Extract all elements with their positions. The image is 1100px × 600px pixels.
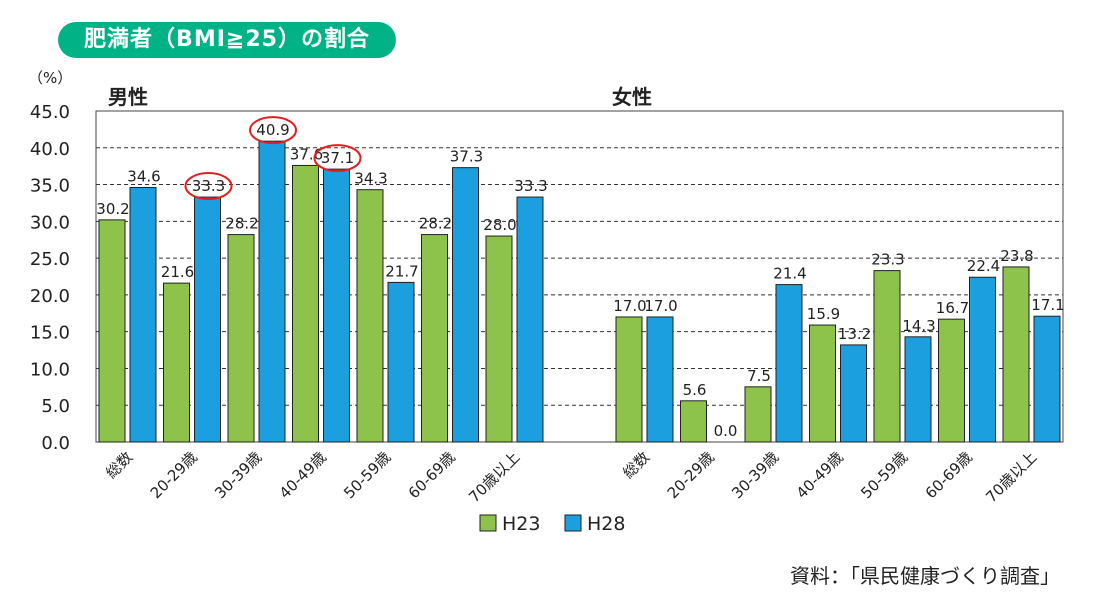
category-label: 20-29歳	[147, 448, 201, 502]
bar-h23	[938, 318, 965, 443]
bar-h23	[485, 235, 513, 443]
y-unit-label: （%）	[28, 69, 72, 87]
bar-h28	[969, 276, 996, 443]
data-label: 17.1	[1031, 296, 1064, 314]
data-label: 28.0	[483, 216, 516, 234]
data-label: 14.3	[902, 317, 935, 335]
bar-h23	[356, 189, 384, 443]
data-label: 34.6	[127, 167, 160, 185]
category-label: 50-59歳	[857, 448, 911, 502]
data-label: 28.2	[419, 215, 452, 233]
chart-title: 肥満者（BMI≧25）の割合	[58, 22, 396, 58]
bar-h23	[98, 219, 126, 443]
data-label: 23.8	[1000, 247, 1033, 265]
panel-label: 女性	[612, 85, 652, 109]
bar-h28	[516, 196, 544, 443]
bar-h23	[1002, 266, 1030, 443]
data-label: 0.0	[714, 422, 738, 440]
highlight-circle	[249, 116, 297, 145]
data-label: 33.3	[192, 177, 225, 195]
y-tick-label: 10.0	[30, 359, 70, 380]
legend-swatch-h28	[564, 514, 582, 532]
category-label: 70歳以上	[465, 448, 523, 506]
category-label: 60-69歳	[922, 448, 976, 502]
y-tick-label: 5.0	[41, 396, 70, 417]
bar-h23	[873, 270, 901, 443]
data-label: 34.3	[354, 170, 387, 188]
data-label: 30.2	[96, 200, 129, 218]
category-label: 20-29歳	[664, 448, 718, 502]
bar-h28	[323, 168, 350, 443]
bar-h23	[680, 400, 707, 443]
y-tick-label: 25.0	[30, 249, 70, 270]
y-tick-label: 15.0	[30, 323, 70, 344]
source-note: 資料：「県民健康づくり調査」	[790, 564, 1060, 588]
bar-h28	[840, 344, 867, 443]
legend-label-h23: H23	[502, 513, 540, 535]
data-label: 37.1	[321, 149, 354, 167]
data-label: 21.4	[773, 265, 806, 283]
bar-h23	[163, 282, 190, 443]
data-label: 22.4	[967, 257, 1000, 275]
legend-label-h28: H28	[587, 513, 625, 535]
category-label: 30-39歳	[728, 448, 782, 502]
data-label: 5.6	[683, 381, 707, 399]
y-tick-label: 35.0	[30, 176, 70, 197]
category-label: 30-39歳	[211, 448, 265, 502]
bar-h23	[809, 324, 836, 443]
bar-h28	[194, 196, 221, 443]
category-label: 40-49歳	[276, 448, 330, 502]
bar-h28	[129, 186, 157, 443]
y-tick-label: 40.0	[30, 139, 70, 160]
y-tick-label: 30.0	[30, 212, 70, 233]
category-label: 70歳以上	[982, 448, 1040, 506]
data-label: 17.0	[644, 297, 677, 315]
bar-h23	[421, 234, 448, 443]
highlight-circle	[184, 172, 233, 201]
bar-h28	[1033, 315, 1061, 443]
plot-frame	[95, 110, 1064, 443]
panel-label: 男性	[108, 85, 148, 109]
data-label: 17.0	[613, 297, 646, 315]
bar-h28	[452, 167, 479, 443]
data-label: 40.9	[256, 121, 289, 139]
bar-h28	[904, 336, 932, 443]
bar-h28	[646, 316, 674, 443]
category-label: 総数	[102, 448, 136, 482]
data-label: 13.2	[838, 325, 871, 343]
y-tick-label: 45.0	[30, 102, 70, 123]
bar-h23	[615, 316, 643, 443]
category-label: 40-49歳	[793, 448, 847, 502]
data-label: 7.5	[747, 367, 771, 385]
category-label: 総数	[619, 448, 653, 482]
highlight-circle	[313, 144, 362, 173]
y-tick-label: 20.0	[30, 286, 70, 307]
legend-swatch-h23	[479, 514, 497, 532]
data-label: 15.9	[807, 305, 840, 323]
data-label: 37.6	[290, 145, 323, 163]
data-label: 37.3	[450, 148, 483, 166]
data-label: 28.2	[225, 215, 258, 233]
bar-h23	[292, 164, 319, 443]
bar-h28	[258, 140, 286, 443]
bar-h23	[744, 386, 772, 443]
data-label: 21.6	[161, 263, 194, 281]
bar-h28	[387, 281, 415, 443]
bar-h28	[775, 284, 803, 443]
bar-h23	[227, 234, 255, 443]
category-label: 50-59歳	[340, 448, 394, 502]
data-label: 21.7	[385, 262, 418, 280]
category-label: 60-69歳	[405, 448, 459, 502]
data-label: 23.3	[871, 251, 904, 269]
y-tick-label: 0.0	[41, 433, 70, 454]
data-label: 16.7	[936, 299, 969, 317]
data-label: 33.3	[514, 177, 547, 195]
